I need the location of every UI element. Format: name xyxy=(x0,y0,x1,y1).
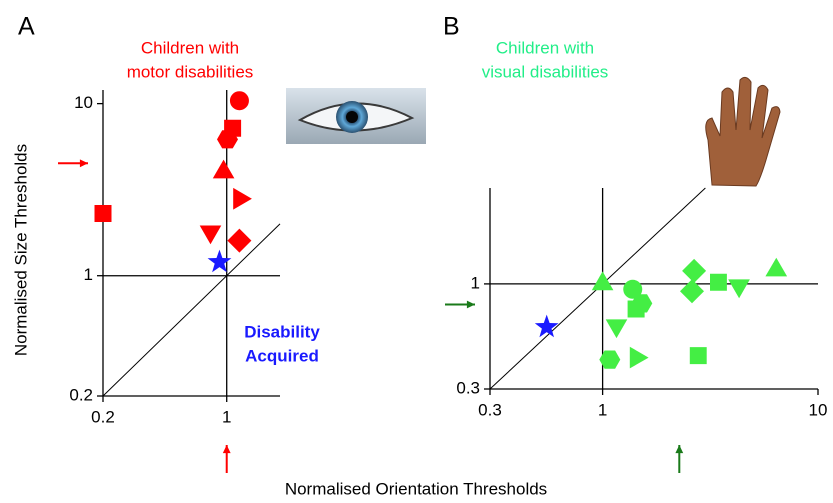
marker xyxy=(95,205,112,222)
marker xyxy=(710,274,727,291)
x-tick-label: 1 xyxy=(598,400,607,419)
marker xyxy=(208,250,232,273)
marker xyxy=(230,91,249,110)
marker xyxy=(765,258,787,277)
panel-letter: B xyxy=(443,13,460,41)
marker xyxy=(690,347,707,364)
marker xyxy=(628,301,645,318)
identity-line xyxy=(103,224,280,396)
panel-title: Children with xyxy=(141,38,239,57)
hand-image xyxy=(706,77,780,186)
marker xyxy=(233,188,252,210)
arrow-head xyxy=(223,445,231,453)
marker xyxy=(227,229,251,253)
eye-image xyxy=(286,88,426,144)
marker xyxy=(535,315,559,338)
y-axis-label: Normalised Size Thresholds xyxy=(11,144,30,356)
figure: Normalised Orientation Thresholds A Childr… xyxy=(0,0,833,503)
marker xyxy=(606,319,628,338)
x-tick-label: 10 xyxy=(809,400,828,419)
marker xyxy=(592,271,614,290)
arrow-head xyxy=(80,159,88,167)
marker xyxy=(213,160,235,179)
y-tick-label: 0.2 xyxy=(69,385,93,404)
panel-title: motor disabilities xyxy=(127,62,254,81)
y-tick-label: 0.3 xyxy=(456,378,480,397)
marker xyxy=(630,347,649,369)
annotation: Acquired xyxy=(245,346,319,365)
y-tick-label: 10 xyxy=(74,93,93,112)
panel-title: Children with xyxy=(496,38,594,57)
y-tick-label: 1 xyxy=(471,273,480,292)
x-axis-label: Normalised Orientation Thresholds xyxy=(285,479,547,498)
arrow-head xyxy=(467,301,475,309)
x-tick-label: 1 xyxy=(222,407,231,426)
marker xyxy=(200,226,222,245)
marker xyxy=(728,279,750,298)
marker xyxy=(680,279,704,303)
x-tick-label: 0.2 xyxy=(91,407,115,426)
arrow-head xyxy=(675,445,683,453)
panel-letter: A xyxy=(18,13,35,41)
marker xyxy=(682,259,706,283)
x-tick-label: 0.3 xyxy=(478,400,502,419)
panel-title: visual disabilities xyxy=(482,62,609,81)
annotation: Disability xyxy=(244,322,320,341)
y-tick-label: 1 xyxy=(84,265,93,284)
